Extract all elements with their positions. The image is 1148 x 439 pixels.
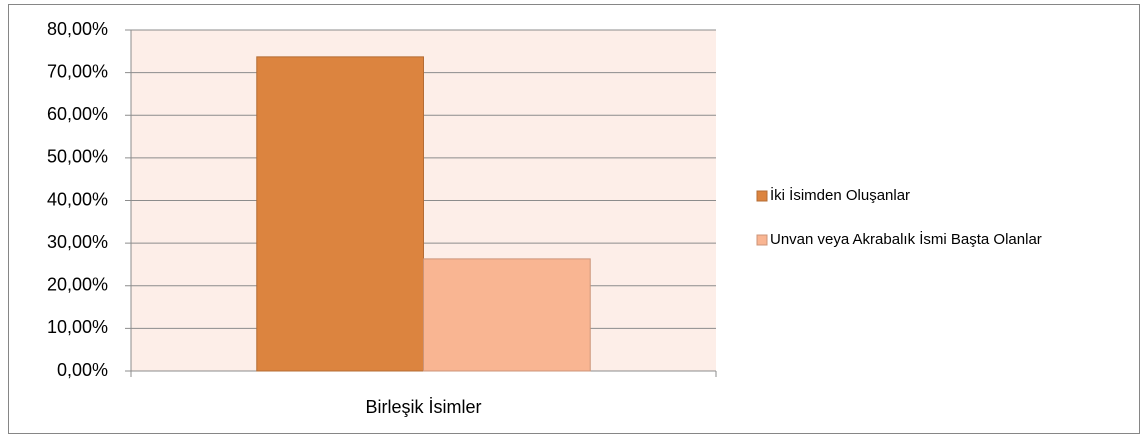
y-tick-label: 0,00% xyxy=(57,360,108,380)
y-tick-label: 30,00% xyxy=(47,232,108,252)
legend-label: Unvan veya Akrabalık İsmi Başta Olanlar xyxy=(770,230,1042,248)
x-tick-label: Birleşik İsimler xyxy=(365,397,481,417)
y-tick-label: 20,00% xyxy=(47,275,108,295)
legend-swatch xyxy=(756,234,768,246)
y-tick-label: 60,00% xyxy=(47,104,108,124)
y-tick-label: 10,00% xyxy=(47,317,108,337)
y-tick-label: 40,00% xyxy=(47,189,108,209)
bar xyxy=(423,258,591,372)
bar xyxy=(256,56,424,372)
y-tick-label: 70,00% xyxy=(47,61,108,81)
y-tick-label: 50,00% xyxy=(47,147,108,167)
y-tick-label: 80,00% xyxy=(47,19,108,39)
legend-swatch xyxy=(756,190,768,202)
legend-label: İki İsimden Oluşanlar xyxy=(770,186,910,204)
